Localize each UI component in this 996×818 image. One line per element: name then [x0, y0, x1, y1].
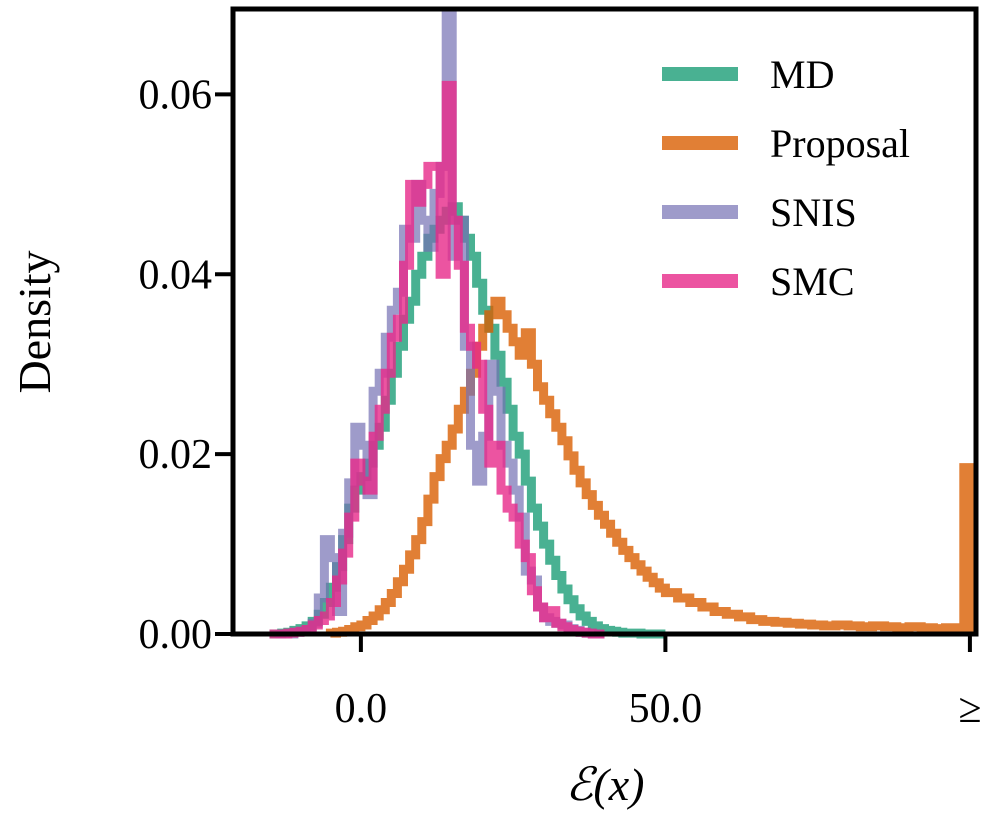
x-tick-label: 50.0 — [629, 686, 703, 732]
legend-label-md: MD — [770, 52, 834, 97]
series-snis — [275, 9, 605, 639]
legend: MD Proposal SNIS SMC — [662, 52, 910, 304]
legend-label-smc: SMC — [770, 259, 855, 304]
series-smc — [269, 80, 605, 639]
series-proposal — [325, 296, 975, 638]
y-tick-label: 0.04 — [139, 252, 213, 298]
series-layer — [269, 9, 975, 639]
y-tick-label: 0.02 — [139, 432, 213, 478]
y-tick-label: 0.00 — [139, 612, 213, 658]
x-tick-label: ≥ — [958, 686, 981, 732]
y-tick-label: 0.06 — [139, 72, 213, 118]
x-axis-title: ℰ(x) — [566, 759, 645, 810]
legend-label-snis: SNIS — [770, 190, 857, 235]
ticks-layer: 0.0 50.0 ≥0.00 0.02 0.04 0.06 — [139, 72, 982, 732]
plot-frame — [230, 6, 979, 637]
legend-label-proposal: Proposal — [770, 121, 910, 166]
y-axis-title: Density — [9, 250, 60, 393]
x-tick-label: 0.0 — [335, 686, 388, 732]
